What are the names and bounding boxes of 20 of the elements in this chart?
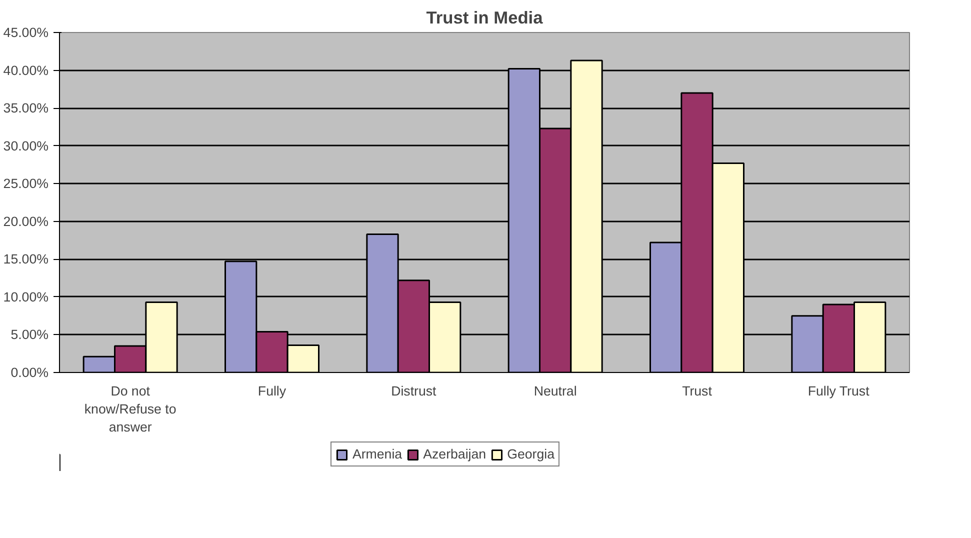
x-tick-label: Neutral [534, 384, 577, 398]
x-tick-label: Distrust [391, 384, 437, 398]
y-tick-label: 40.00% [3, 62, 49, 78]
x-tick-label: Do not know/Refuse to answer [84, 384, 176, 434]
x-tick-label: Fully [258, 384, 286, 398]
x-tick-label: Trust [682, 384, 712, 398]
y-tick-label: 15.00% [3, 252, 49, 267]
legend-label: Azerbaijan [423, 446, 486, 462]
x-tick-label: Fully Trust [808, 384, 870, 398]
y-tick-label: 10.00% [3, 289, 49, 304]
legend-label: Georgia [507, 446, 555, 462]
y-tick-label: 30.00% [3, 138, 49, 154]
y-tick-label: 45.00% [3, 25, 49, 40]
legend-label: Armenia [352, 446, 402, 462]
y-tick-label: 25.00% [3, 176, 49, 192]
y-tick-label: 5.00% [10, 327, 49, 342]
y-tick-label: 35.00% [3, 100, 49, 116]
y-tick-label: 0.00% [10, 365, 49, 380]
chart-title: Trust in Media [426, 8, 544, 28]
y-tick-label: 20.00% [3, 214, 49, 229]
